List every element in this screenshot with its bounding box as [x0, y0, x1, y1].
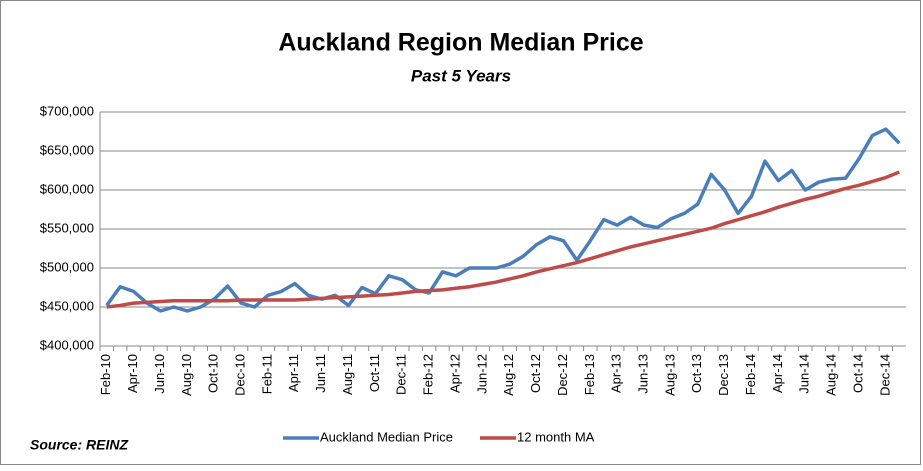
x-tick-label: Aug-11 — [340, 354, 355, 395]
y-tick-label: $400,000 — [40, 337, 94, 352]
x-tick-label: Aug-14 — [824, 354, 839, 396]
y-tick-label: $450,000 — [40, 298, 94, 313]
x-tick-label: Dec-12 — [555, 354, 570, 396]
chart-subtitle: Past 5 Years — [411, 66, 511, 85]
x-tick-label: Oct-11 — [367, 354, 382, 392]
x-tick-label: Aug-10 — [179, 354, 194, 396]
x-tick-label: Jun-10 — [152, 354, 167, 394]
x-tick-label: Oct-14 — [850, 354, 865, 393]
x-tick-label: Apr-11 — [286, 354, 301, 392]
x-tick-label: Oct-13 — [689, 354, 704, 393]
x-tick-label: Feb-10 — [98, 354, 113, 395]
x-tick-label: Feb-13 — [582, 354, 597, 395]
x-tick-label: Dec-10 — [232, 354, 247, 396]
x-tick-label: Oct-12 — [528, 354, 543, 393]
x-tick-label: Feb-12 — [421, 354, 436, 395]
x-tick-label: Jun-14 — [797, 354, 812, 394]
x-tick-label: Feb-11 — [259, 354, 274, 394]
x-tick-label: Jun-12 — [474, 354, 489, 394]
y-tick-label: $600,000 — [40, 181, 94, 196]
x-tick-label: Apr-13 — [609, 354, 624, 393]
x-tick-label: Aug-12 — [501, 354, 516, 396]
legend-label: Auckland Median Price — [320, 429, 453, 444]
x-tick-label: Apr-12 — [447, 354, 462, 393]
series-line — [106, 170, 900, 309]
x-tick-label: Jun-13 — [635, 354, 650, 394]
y-tick-label: $500,000 — [40, 259, 94, 274]
y-tick-label: $550,000 — [40, 220, 94, 235]
x-tick-label: Dec-14 — [877, 354, 892, 396]
x-tick-label: Apr-10 — [125, 354, 140, 393]
y-tick-label: $650,000 — [40, 142, 94, 157]
x-tick-label: Aug-13 — [662, 354, 677, 396]
x-tick-label: Apr-14 — [770, 354, 785, 393]
y-tick-label: $700,000 — [40, 103, 94, 118]
x-tick-label: Feb-14 — [743, 354, 758, 395]
chart-title: Auckland Region Median Price — [278, 29, 643, 57]
x-tick-label: Dec-11 — [394, 354, 409, 395]
x-tick-label: Dec-13 — [716, 354, 731, 396]
x-tick-label: Jun-11 — [313, 354, 328, 393]
x-tick-label: Oct-10 — [206, 354, 221, 393]
source-note: Source: REINZ — [30, 437, 128, 453]
legend-label: 12 month MA — [517, 429, 595, 444]
